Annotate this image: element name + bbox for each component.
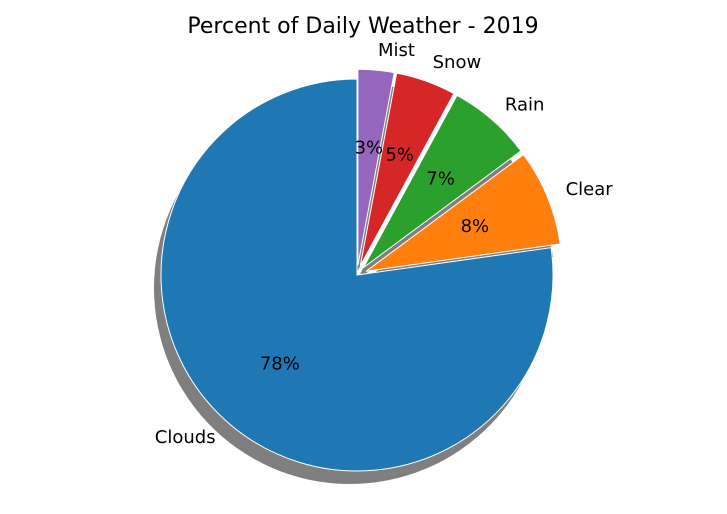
pct-label-clear: 8%	[461, 216, 490, 237]
label-layer: 78% Clouds 8% Clear 7% Rain 5% Snow 3% Mist	[155, 40, 613, 448]
slice-clear	[365, 153, 561, 272]
slice-snow	[359, 72, 455, 267]
slice-label-clear: Clear	[566, 179, 614, 200]
slice-rain	[362, 94, 522, 269]
pct-label-snow: 5%	[385, 144, 414, 165]
pct-label-mist: 3%	[355, 138, 384, 159]
slice-label-rain: Rain	[505, 94, 545, 115]
slice-clouds	[160, 78, 554, 472]
pct-label-rain: 7%	[426, 168, 455, 189]
slice-label-clouds: Clouds	[155, 427, 216, 448]
slice-layer	[160, 68, 561, 472]
pct-label-clouds: 78%	[260, 353, 300, 374]
slice-label-mist: Mist	[378, 40, 415, 61]
chart-title: Percent of Daily Weather - 2019	[187, 14, 538, 39]
slice-mist	[357, 68, 395, 266]
slice-label-snow: Snow	[433, 52, 482, 73]
